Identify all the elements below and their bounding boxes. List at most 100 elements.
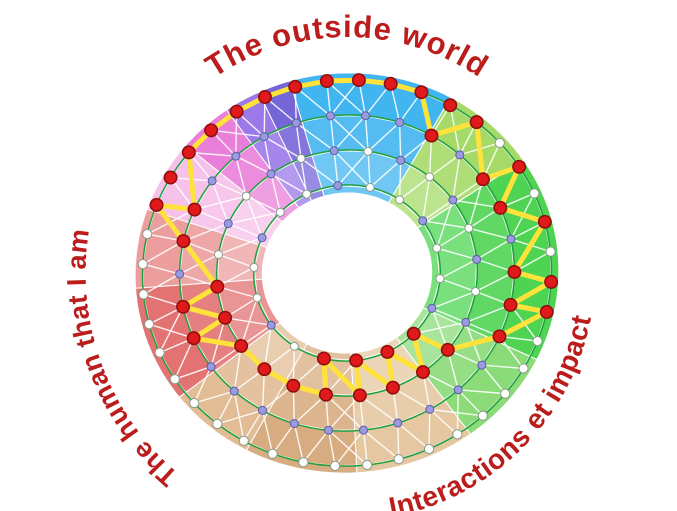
mesh-edge [261,410,274,454]
mesh-edge [253,267,258,298]
red-node [176,234,191,249]
graph-node [142,228,153,240]
graph-node [395,117,405,127]
graph-node [291,118,301,128]
red-node [286,378,301,393]
mesh-edge [363,429,400,460]
red-node [319,74,334,89]
graph-node [435,274,445,284]
mesh-edge [211,129,265,138]
graph-node [206,362,216,372]
mesh-edge [465,304,511,324]
red-node [443,98,458,113]
mesh-edge [193,366,212,404]
red-node [349,353,364,368]
mesh-edge [329,115,335,151]
red-node [544,274,559,289]
graph-node [427,303,437,313]
mesh-edge [397,422,430,450]
red-node [210,279,225,294]
mesh-edge [243,410,264,442]
mesh-edge [245,195,281,213]
graph-node [425,404,435,414]
mesh-edge [329,79,360,117]
mesh-edge [300,158,308,195]
red-node [503,297,518,312]
mesh-edge [392,387,431,410]
mesh-edge [174,366,212,380]
graph-node [363,146,373,156]
mesh-edge [397,422,400,460]
mesh-edge [263,325,272,370]
mesh-edge [245,195,263,238]
mesh-edge [481,364,506,395]
mesh-edge [261,211,281,239]
red-node [475,172,490,187]
graph-node [396,155,406,165]
red-node [186,331,201,346]
mesh-edge [293,394,327,425]
graph-node [329,146,339,156]
mesh-edge [302,429,330,463]
graph-node [302,189,312,199]
mesh-edge [367,151,371,188]
mesh-edge [225,317,272,326]
mesh-edge [422,176,431,221]
mesh-edge [228,222,263,239]
mesh-edge [211,180,247,197]
graph-node [189,397,200,409]
red-node [539,304,554,319]
sector-wedge [257,80,325,202]
mesh-edge [235,156,247,197]
mesh-edge [475,271,515,293]
red-node [176,299,191,314]
graph-node [500,388,511,399]
red-node [351,73,366,88]
red-node [380,344,395,359]
mesh-edge [270,324,295,347]
mesh-edge [235,111,238,157]
graph-node [144,319,155,330]
graph-node [252,293,262,303]
red-node [352,388,367,403]
mesh-edge [270,173,281,213]
mesh-edge [398,160,402,200]
mesh-edge [431,290,476,309]
mesh-edge [428,409,431,450]
red-node [234,338,249,353]
graph-node [455,150,465,160]
mesh-edge [233,391,245,441]
red-node [415,365,430,380]
mesh-edge [431,278,441,309]
mesh-edge [337,150,369,186]
red-node [229,104,244,119]
red-node [257,90,272,105]
mesh-edge [272,423,295,455]
graph-node [333,180,343,190]
mesh-edge [174,337,195,380]
red-node [187,202,202,217]
red-node [507,264,522,279]
mesh-edge [188,151,236,157]
graph-node [137,258,148,270]
graph-node [207,176,217,186]
red-node [288,79,303,94]
mesh-edge [364,115,369,152]
red-node [218,310,233,325]
graph-node [266,320,276,330]
graph-node [213,250,223,260]
red-node [204,123,219,138]
mesh-edge [216,390,235,425]
mesh-edge [429,408,483,417]
highlight-path [154,77,554,398]
graph-node [138,289,149,300]
graph-node [324,425,334,435]
red-node [385,380,400,395]
graph-node [238,435,249,446]
graph-node [418,216,428,226]
graph-node [448,195,458,205]
red-node [493,200,508,215]
graph-node [231,151,241,161]
graph-node [423,443,435,455]
